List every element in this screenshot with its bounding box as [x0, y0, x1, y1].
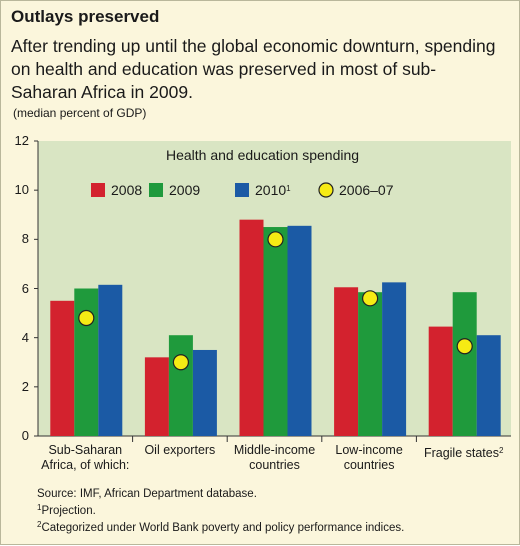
chart-title: Health and education spending	[166, 147, 360, 163]
bar-2010	[476, 335, 501, 436]
page-title: Outlays preserved	[11, 7, 160, 26]
bar-2009	[168, 335, 193, 436]
legend-label: 20101	[255, 182, 291, 198]
legend-label: 2006–07	[339, 182, 394, 198]
bar-2008	[428, 326, 453, 436]
y-tick-label: 8	[21, 231, 29, 247]
source-note: Source: IMF, African Department database…	[37, 488, 257, 500]
bar-2010	[382, 282, 407, 436]
bar-2008	[144, 357, 169, 436]
legend-swatch-2010	[235, 183, 249, 197]
x-tick-label: Fragile states2	[423, 446, 504, 460]
legend-label: 2009	[169, 182, 201, 198]
bar-2010	[98, 284, 123, 436]
bar-2008	[334, 287, 359, 436]
x-tick-label: Low-income countries	[335, 443, 403, 472]
footnote-1: 1Projection.	[37, 503, 96, 517]
bar-2008	[50, 300, 75, 436]
y-tick-label: 4	[21, 329, 29, 345]
footnote-2: 2Categorized under World Bank poverty an…	[37, 520, 405, 534]
y-tick-label: 2	[21, 378, 29, 394]
footnotes: Source: IMF, African Department database…	[37, 487, 404, 535]
y-tick-label: 0	[21, 428, 29, 443]
legend-swatch-marker	[318, 182, 334, 198]
y-tick-label: 6	[21, 280, 29, 296]
marker-2006-07	[362, 290, 379, 307]
bar-2009	[263, 227, 288, 436]
x-tick-label: Sub-Saharan Africa, of which:	[41, 443, 130, 472]
marker-2006-07	[456, 338, 473, 355]
y-tick-label: 10	[14, 182, 29, 198]
bar-2010	[287, 225, 312, 436]
bar-2008	[239, 219, 264, 436]
bar-2010	[192, 349, 217, 436]
bar-2009	[452, 292, 477, 436]
chart-subtitle: After trending up until the global econo…	[11, 36, 496, 102]
marker-2006-07	[172, 354, 189, 371]
y-tick-label: 12	[14, 133, 29, 148]
legend-label: 2008	[111, 182, 143, 198]
marker-2006-07	[78, 309, 95, 327]
x-tick-label: Middle-income countries	[233, 443, 316, 472]
x-tick-label: Oil exporters	[144, 443, 216, 457]
legend-swatch-2008	[91, 183, 105, 197]
legend-swatch-2009	[149, 183, 163, 197]
marker-2006-07	[267, 231, 284, 248]
bar-2009	[358, 292, 383, 436]
unit-label: (median percent of GDP)	[13, 106, 147, 120]
